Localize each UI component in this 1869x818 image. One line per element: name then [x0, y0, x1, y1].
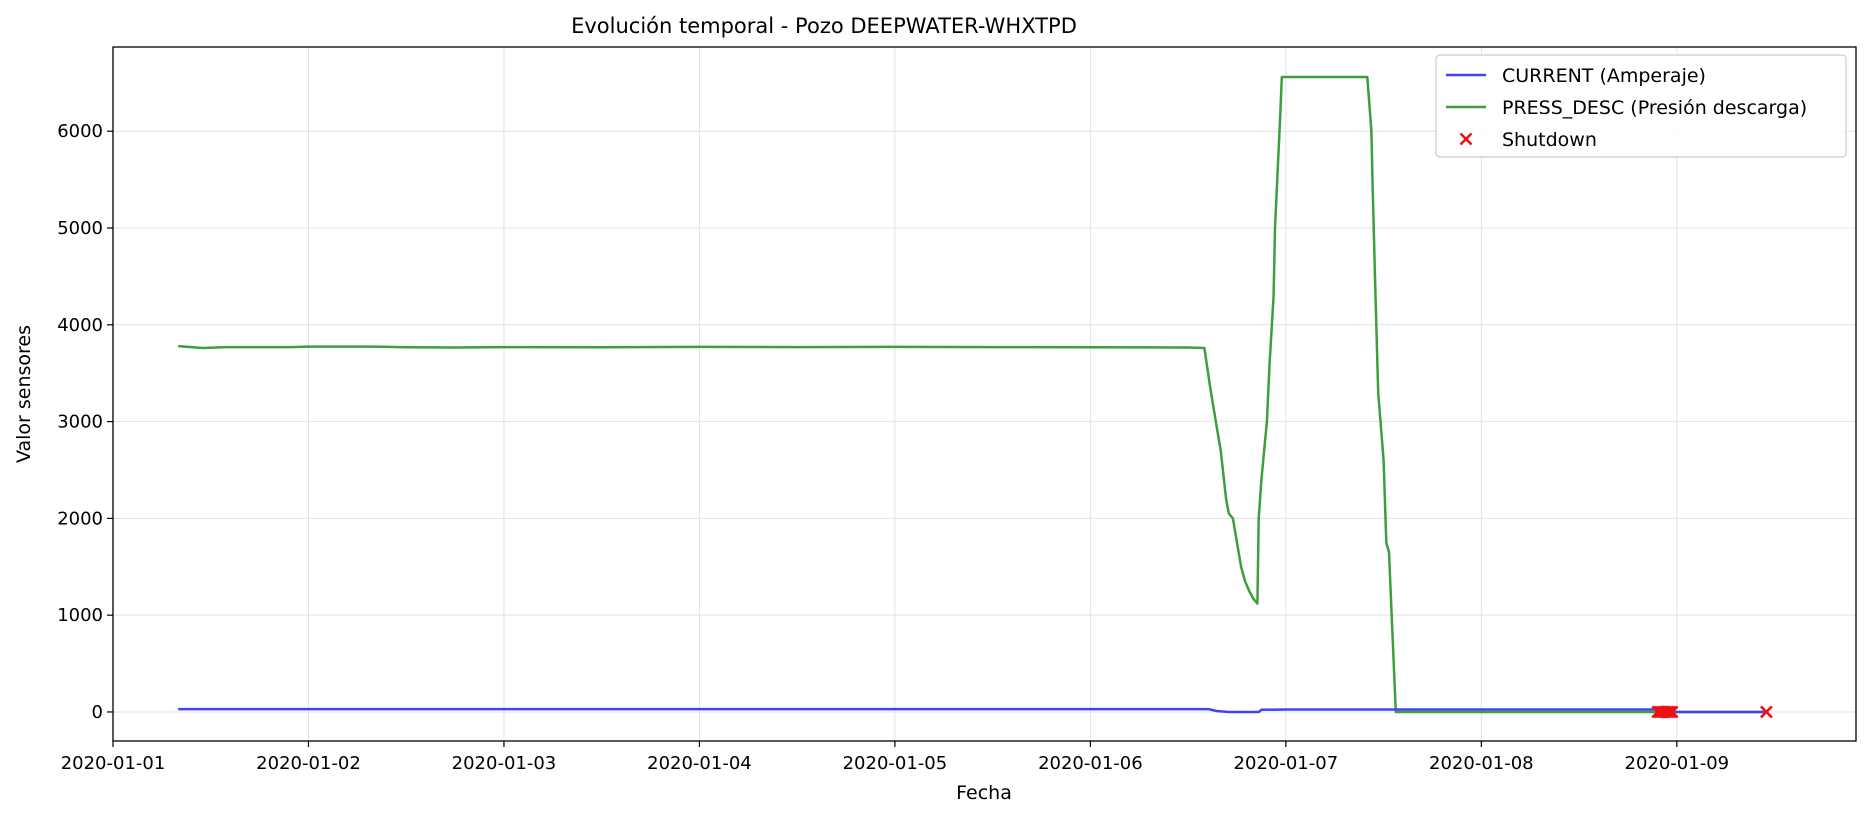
- shutdown-marker: [1663, 705, 1677, 719]
- plot-area: [113, 47, 1856, 741]
- legend-label-press-desc: PRESS_DESC (Presión descarga): [1502, 97, 1807, 119]
- y-tick-label: 3000: [57, 412, 103, 433]
- x-tick-label: 2020-01-02: [256, 753, 361, 774]
- plot-border: [112, 46, 1857, 742]
- legend-label-shutdown: Shutdown: [1502, 129, 1597, 151]
- y-axis-label: Valor sensores: [13, 325, 35, 463]
- legend-label-current: CURRENT (Amperaje): [1502, 65, 1706, 87]
- marker-stroke: [1759, 705, 1773, 719]
- y-tick-label: 1000: [57, 605, 103, 626]
- legend-swatch-shutdown: [1459, 132, 1473, 146]
- series-layer: [178, 75, 1767, 714]
- shutdown-markers: [1651, 705, 1773, 719]
- y-tick-label: 6000: [57, 121, 103, 142]
- y-tick-label: 2000: [57, 508, 103, 529]
- y-tick-label: 4000: [57, 315, 103, 336]
- x-axis-label: Fecha: [956, 782, 1012, 804]
- x-tick-label: 2020-01-05: [843, 753, 948, 774]
- shutdown-marker: [1759, 705, 1773, 719]
- legend: CURRENT (Amperaje) PRESS_DESC (Presión d…: [1435, 54, 1847, 158]
- x-tick-label: 2020-01-01: [61, 753, 166, 774]
- marker-stroke: [1665, 705, 1679, 719]
- x-tick-label: 2020-01-08: [1429, 753, 1534, 774]
- series-line-current: [178, 707, 1767, 714]
- shutdown-marker: [1661, 705, 1675, 719]
- legend-box: [1435, 54, 1847, 158]
- x-tick-label: 2020-01-04: [647, 753, 752, 774]
- marker-stroke: [1663, 705, 1677, 719]
- x-axis-ticks: 2020-01-01 2020-01-02 2020-01-03 2020-01-04…: [61, 741, 1729, 774]
- legend-shutdown-marker: [1459, 132, 1473, 146]
- x-tick-label: 2020-01-06: [1038, 753, 1143, 774]
- marker-stroke: [1661, 705, 1675, 719]
- y-axis-ticks: 0 1000 2000 3000 4000 5000 6000: [57, 121, 113, 723]
- x-tick-label: 2020-01-07: [1234, 753, 1339, 774]
- y-tick-label: 0: [92, 702, 103, 723]
- chart-title: Evolución temporal - Pozo DEEPWATER-WHXT…: [571, 14, 1077, 38]
- x-tick-label: 2020-01-03: [452, 753, 557, 774]
- x-tick-label: 2020-01-09: [1625, 753, 1730, 774]
- series-line-press-desc: [178, 75, 1767, 714]
- marker-stroke: [1459, 132, 1473, 146]
- y-tick-label: 5000: [57, 218, 103, 239]
- shutdown-marker: [1665, 705, 1679, 719]
